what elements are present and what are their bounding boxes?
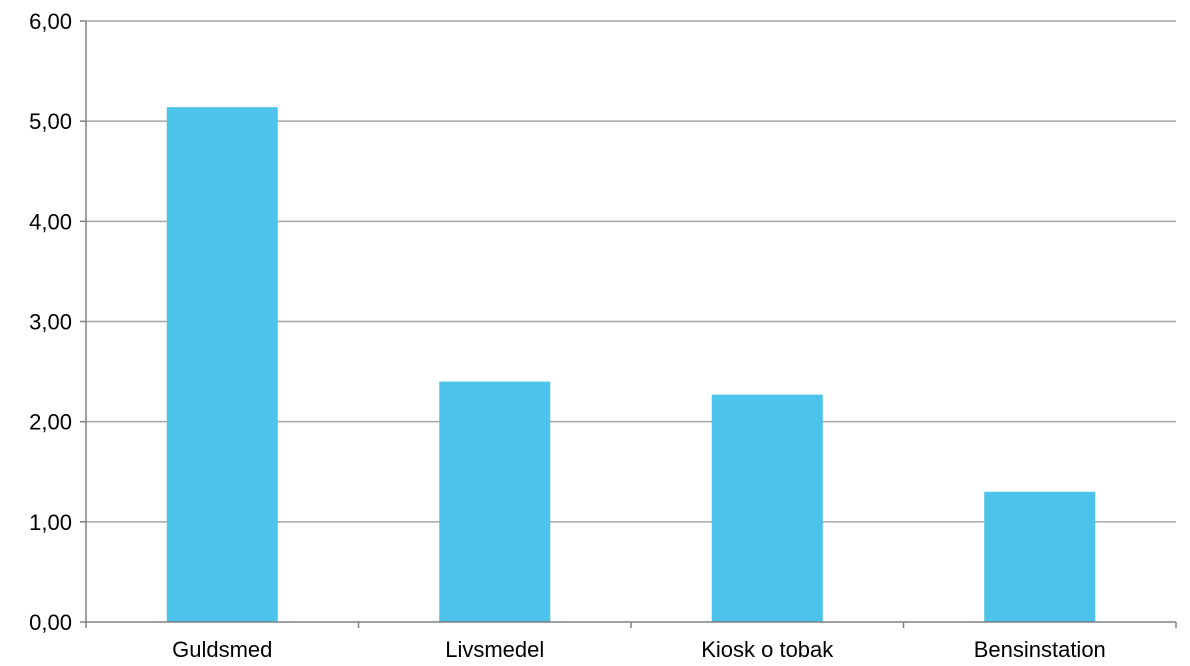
- bar-kiosk-o-tobak: [711, 394, 823, 622]
- bars: [166, 107, 1096, 623]
- y-tick-label: 5,00: [29, 109, 72, 134]
- y-tick-label: 2,00: [29, 410, 72, 435]
- y-tick-label: 4,00: [29, 209, 72, 234]
- y-tick-label: 3,00: [29, 310, 72, 335]
- x-category-label: Kiosk o tobak: [701, 637, 834, 662]
- x-category-label: Guldsmed: [172, 637, 272, 662]
- bar-bensinstation: [984, 491, 1096, 622]
- axes: [80, 20, 1177, 628]
- x-category-label: Bensinstation: [974, 637, 1106, 662]
- x-category-label: Livsmedel: [445, 637, 544, 662]
- bar-livsmedel: [439, 381, 551, 622]
- bar-guldsmed: [166, 107, 278, 623]
- y-tick-label: 6,00: [29, 9, 72, 34]
- y-tick-label: 0,00: [29, 610, 72, 635]
- y-tick-label: 1,00: [29, 510, 72, 535]
- labels: 0,00 1,00 2,00 3,00 4,00 5,00 6,00 Guldsmed Livs…: [29, 9, 1106, 662]
